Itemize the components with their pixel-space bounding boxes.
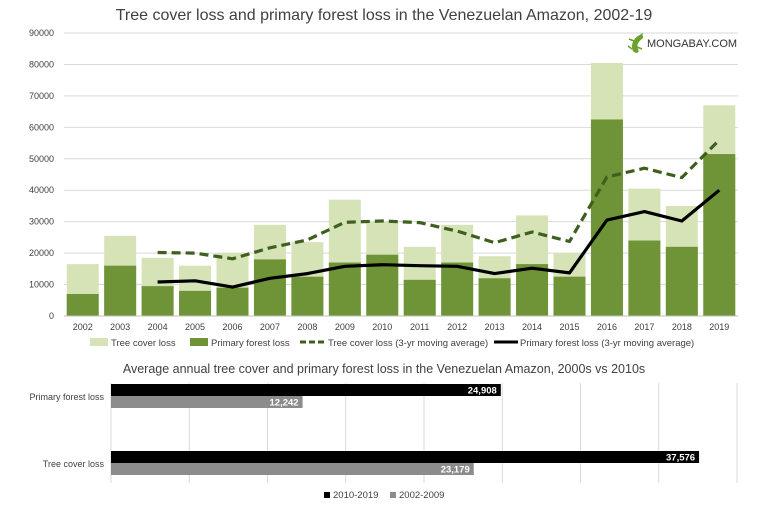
x-tick-label: 2018 xyxy=(672,322,692,332)
legend-swatch-2002-2009 xyxy=(390,492,396,498)
bar-primary-forest-loss xyxy=(179,290,212,316)
bar-primary-forest-loss xyxy=(628,240,661,316)
data-label: 37,576 xyxy=(666,453,695,464)
bar-primary-forest-loss xyxy=(703,154,736,316)
bar-primary-forest-loss xyxy=(478,278,511,316)
y-tick-label: 20000 xyxy=(29,248,54,258)
legend-label-primary-ma: Primary forest loss (3-yr moving average… xyxy=(520,338,694,349)
bar-primary-forest-loss xyxy=(104,265,137,316)
bar-primary-forest-loss xyxy=(253,259,286,316)
legend-label-tree-ma: Tree cover loss (3-yr moving average) xyxy=(328,338,488,349)
y-tick-label: 50000 xyxy=(29,154,54,164)
bar-primary-forest-loss xyxy=(216,287,249,316)
x-tick-label: 2012 xyxy=(447,322,467,332)
data-label: 12,242 xyxy=(270,398,299,409)
x-tick-label: 2010 xyxy=(372,322,392,332)
top-chart-title: Tree cover loss and primary forest loss … xyxy=(116,7,653,24)
bottom-chart-bars: 24,908 37,576 12,242 23,179 xyxy=(111,384,700,476)
bar-primary-forest-loss xyxy=(516,264,549,316)
line-primary-forest-moving-average xyxy=(157,188,721,289)
line-tree-cover-moving-average xyxy=(157,138,721,261)
category-label: Primary forest loss xyxy=(29,392,104,402)
bar-primary-forest-loss xyxy=(328,262,361,316)
brand-logo: MONGABAY.COM xyxy=(627,32,737,53)
bar-primary-forest-loss xyxy=(441,262,474,316)
category-label: Tree cover loss xyxy=(43,459,105,469)
x-tick-label: 2009 xyxy=(335,322,355,332)
bar-primary-forest-loss xyxy=(553,276,586,316)
x-tick-label: 2011 xyxy=(410,322,429,332)
legend-swatch-2010-2019 xyxy=(324,492,330,498)
legend-swatch-tree-cover xyxy=(90,338,108,346)
x-tick-label: 2019 xyxy=(709,322,729,332)
bar-2010-2019-tree xyxy=(111,451,700,463)
y-tick-label: 80000 xyxy=(29,59,54,69)
bar-2010-2019-primary xyxy=(111,384,501,396)
brand-name: MONGABAY.COM xyxy=(647,38,737,50)
x-tick-label: 2004 xyxy=(148,322,168,332)
x-tick-label: 2006 xyxy=(222,322,242,332)
legend-label-2002-2009: 2002-2009 xyxy=(399,490,444,501)
gecko-icon xyxy=(627,32,644,53)
x-tick-label: 2003 xyxy=(110,322,130,332)
top-chart-lines xyxy=(157,138,721,289)
legend-swatch-primary-forest xyxy=(190,338,208,346)
y-tick-label: 10000 xyxy=(29,280,54,290)
x-tick-label: 2007 xyxy=(260,322,280,332)
top-chart-bars xyxy=(66,62,736,316)
top-chart-legend: Tree cover loss Primary forest loss Tree… xyxy=(90,338,694,349)
data-label: 24,908 xyxy=(468,386,497,397)
bar-primary-forest-loss xyxy=(66,293,99,316)
x-tick-label: 2002 xyxy=(73,322,93,332)
x-tick-label: 2016 xyxy=(597,322,617,332)
bar-primary-forest-loss xyxy=(665,246,698,316)
bottom-chart-categories: Primary forest loss Tree cover loss xyxy=(29,392,104,469)
y-tick-label: 90000 xyxy=(29,28,54,38)
bottom-chart-legend: 2010-2019 2002-2009 xyxy=(324,490,444,501)
top-chart-x-axis: 2002 2003 2004 2005 2006 2007 2008 2009 2010 2011… xyxy=(64,315,738,332)
y-tick-label: 30000 xyxy=(29,217,54,227)
bar-2002-2009-primary xyxy=(111,396,303,408)
y-tick-label: 60000 xyxy=(29,122,54,132)
bar-primary-forest-loss xyxy=(141,286,174,316)
y-tick-label: 0 xyxy=(49,311,54,321)
bar-primary-forest-loss xyxy=(291,276,324,316)
x-tick-label: 2008 xyxy=(297,322,317,332)
y-tick-label: 70000 xyxy=(29,91,54,101)
legend-label-tree-cover: Tree cover loss xyxy=(111,338,176,349)
top-chart-y-axis: 0 10000 20000 30000 40000 50000 60000 70000 8000… xyxy=(29,28,54,321)
x-tick-label: 2013 xyxy=(485,322,505,332)
bar-2002-2009-tree xyxy=(111,463,474,475)
legend-label-primary-forest: Primary forest loss xyxy=(211,338,290,349)
x-tick-label: 2017 xyxy=(634,322,654,332)
x-tick-label: 2015 xyxy=(559,322,579,332)
y-tick-label: 40000 xyxy=(29,185,54,195)
bar-primary-forest-loss xyxy=(403,279,436,316)
data-label: 23,179 xyxy=(441,465,470,476)
x-tick-label: 2005 xyxy=(185,322,205,332)
legend-label-2010-2019: 2010-2019 xyxy=(333,490,378,501)
x-tick-label: 2014 xyxy=(522,322,542,332)
bottom-chart-title: Average annual tree cover and primary fo… xyxy=(123,362,645,376)
